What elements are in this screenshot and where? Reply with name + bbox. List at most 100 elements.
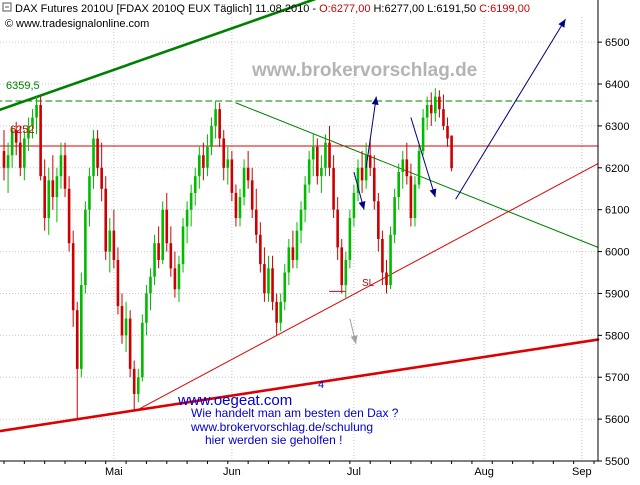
arrow-up-1 <box>365 96 379 168</box>
candle <box>279 293 282 332</box>
candle <box>421 109 425 156</box>
candle-body <box>413 184 417 219</box>
candle-body <box>283 272 287 302</box>
green-down-trendline <box>235 102 599 248</box>
candle <box>372 155 376 210</box>
candle-body <box>67 188 71 244</box>
candle-body <box>2 151 6 168</box>
candle <box>352 184 356 227</box>
candle <box>324 134 327 177</box>
candle <box>31 109 34 139</box>
candle-body <box>446 125 449 139</box>
candle <box>100 142 103 202</box>
candle-body <box>368 155 372 168</box>
x-tick-label: Mai <box>105 466 123 478</box>
x-tick-label: Jun <box>223 466 241 478</box>
arrow-grey <box>349 318 358 344</box>
chart-header: DAX Futures 2010U [FDAX 2010Q EUX Täglic… <box>2 2 530 30</box>
candle <box>128 310 132 378</box>
candle <box>43 159 46 231</box>
candle <box>218 102 221 147</box>
candle-body <box>75 310 79 369</box>
candle <box>210 117 213 156</box>
candle-body <box>360 167 364 181</box>
candle-body <box>92 138 95 177</box>
candle-body <box>336 209 339 248</box>
candle-body <box>340 247 344 286</box>
arrows <box>349 18 566 344</box>
candle-body <box>263 264 266 294</box>
header-low: L:6191,50 <box>427 3 476 15</box>
candle-body <box>210 125 213 147</box>
candle-body <box>51 180 55 198</box>
candle-body <box>291 247 295 260</box>
promo-url: www.oegeat.com <box>177 392 292 409</box>
window-toggle-icon[interactable] <box>2 2 12 12</box>
y-tick-label: 5500 <box>605 456 629 468</box>
source-info-icon: © <box>5 18 13 30</box>
level-label-2: 6252 <box>10 124 34 136</box>
candle <box>161 201 164 265</box>
candle <box>84 201 87 294</box>
candle <box>271 255 274 311</box>
candle <box>27 117 30 152</box>
candle-body <box>63 155 67 189</box>
header-source: www.tradesignalonline.com <box>15 18 149 30</box>
red-lower-trendline <box>0 338 600 433</box>
candle-body <box>271 268 274 302</box>
candle-body <box>136 377 140 394</box>
x-tick-label: Jul <box>347 466 361 478</box>
candle-body <box>429 104 433 114</box>
candle-body <box>88 176 91 210</box>
candle <box>47 167 51 235</box>
candle-body <box>128 318 132 369</box>
candle-body <box>352 192 356 219</box>
candle-body <box>31 117 34 126</box>
candle-body <box>202 155 205 168</box>
candle-body <box>303 184 307 210</box>
candle-body <box>112 230 116 260</box>
arrow-head <box>371 96 379 105</box>
candle-body <box>157 243 160 260</box>
y-tick-label: 6300 <box>605 121 629 133</box>
candle <box>6 142 10 193</box>
y-tick-label: 5600 <box>605 414 629 426</box>
y-tick-label: 5800 <box>605 330 629 342</box>
candle <box>409 163 413 227</box>
candle <box>226 146 230 185</box>
x-axis: Mai Jun Jul Aug Sep <box>0 460 598 478</box>
candle <box>165 192 169 252</box>
candle-body <box>124 318 128 336</box>
candle-body <box>27 125 30 139</box>
candle <box>450 135 453 172</box>
candle <box>104 176 108 260</box>
candle-body <box>14 130 18 143</box>
y-tick-label: 6000 <box>605 247 629 259</box>
arrow-down-2 <box>410 117 437 198</box>
candle <box>316 138 319 185</box>
candle-body <box>250 180 254 210</box>
candle-body <box>230 159 234 193</box>
candle <box>35 96 38 135</box>
candle <box>55 167 59 223</box>
candle-body <box>120 306 124 336</box>
arrow-head <box>350 335 358 344</box>
candle <box>120 293 124 344</box>
candle-body <box>238 197 242 219</box>
candle <box>198 146 201 189</box>
candle <box>63 142 67 198</box>
candle <box>124 301 128 353</box>
candle <box>173 251 177 298</box>
candle-body <box>80 285 83 369</box>
candle-body <box>275 301 278 323</box>
candle <box>67 176 71 252</box>
candle <box>59 142 63 189</box>
candle <box>14 121 18 156</box>
candle <box>328 125 331 177</box>
candle-body <box>421 117 425 152</box>
candle <box>169 226 173 277</box>
candle <box>446 117 449 147</box>
candle-body <box>299 209 303 231</box>
candle-body <box>401 159 405 172</box>
candle-body <box>132 368 136 394</box>
